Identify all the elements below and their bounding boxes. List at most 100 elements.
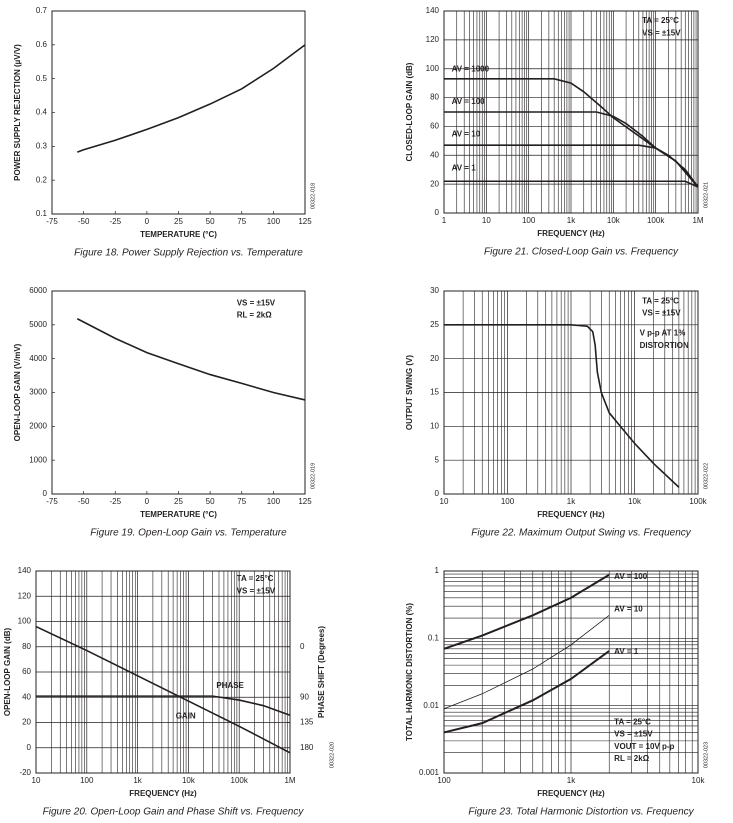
figure-caption: Figure 20. Open-Loop Gain and Phase Shif… (43, 807, 305, 818)
series-label: AV = 1000 (452, 65, 490, 74)
x-tick-label: 100 (437, 776, 451, 785)
figure-code: 00322-021 (703, 182, 709, 208)
y-tick-label: 40 (22, 692, 31, 701)
x-tick-label: 25 (174, 217, 183, 226)
y-tick-label: 0 (435, 489, 440, 498)
y-tick-label: 100 (426, 64, 440, 73)
series-label: AV = 100 (614, 572, 648, 581)
y-tick-label: 60 (22, 667, 31, 676)
y-tick-label: 60 (430, 122, 439, 131)
y-tick-label: 0.5 (36, 74, 48, 83)
y-axis-label: OPEN-LOOP GAIN (V/mV) (13, 343, 22, 441)
x-axis-label: TEMPERATURE (°C) (140, 230, 217, 239)
x-tick-label: 100k (647, 216, 665, 225)
x-tick-label: 100 (267, 217, 281, 226)
y2-tick-label: 180 (300, 743, 314, 752)
series-line (35, 625, 291, 754)
series-label: AV = 1 (614, 647, 639, 656)
y-tick-label: 0 (435, 208, 440, 217)
annotation: VS = ±15V (642, 28, 681, 37)
x-tick-label: 100k (231, 776, 249, 785)
plot-frame (35, 570, 291, 774)
x-tick-label: 25 (174, 497, 183, 506)
x-tick-label: -25 (109, 497, 121, 506)
figure-code: 00322-023 (703, 742, 709, 768)
y-tick-label: 120 (426, 35, 440, 44)
x-tick-label: 100k (689, 497, 707, 506)
x-tick-label: 50 (206, 497, 215, 506)
y-axis-label: POWER SUPPLY REJECTION (µV/V) (13, 44, 22, 181)
y-tick-label: 120 (18, 591, 32, 600)
series-line (443, 650, 610, 734)
figure-caption: Figure 18. Power Supply Rejection vs. Te… (74, 248, 303, 259)
y-axis-label: CLOSED-LOOP GAIN (dB) (405, 62, 414, 161)
x-tick-label: 1k (567, 216, 576, 225)
x-axis-label: FREQUENCY (Hz) (537, 229, 605, 238)
figure-code: 00322-020 (329, 742, 335, 768)
y-tick-label: 0.7 (36, 6, 48, 15)
x-axis-label: TEMPERATURE (°C) (140, 510, 217, 519)
x-tick-label: 0 (145, 217, 150, 226)
annotation: TA = 25°C (237, 574, 274, 583)
x-tick-label: 10k (692, 776, 706, 785)
series-line (36, 695, 291, 716)
x-tick-label: 1k (133, 776, 142, 785)
y-tick-label: 4000 (29, 354, 47, 363)
x-tick-label: 100 (267, 497, 281, 506)
figure-code: 00322-019 (310, 463, 316, 489)
y-axis-label: OUTPUT SWING (V) (405, 355, 414, 430)
y-axis-label: TOTAL HARMONIC DISTORTION (%) (405, 603, 414, 741)
y-tick-label: 0.01 (423, 701, 439, 710)
x-tick-label: 1k (567, 497, 576, 506)
annotation: VS = ±15V (614, 730, 653, 739)
x-tick-label: 1 (442, 216, 447, 225)
y2-axis-label: PHASE SHIFT (Degrees) (317, 626, 326, 718)
y-tick-label: 100 (18, 617, 32, 626)
x-axis-label: FREQUENCY (Hz) (129, 789, 197, 798)
y-tick-label: 5000 (29, 320, 47, 329)
y-tick-label: 0.001 (419, 768, 440, 777)
series-label: PHASE (216, 681, 244, 690)
annotation: TA = 25°C (642, 296, 679, 305)
x-tick-label: 10 (482, 216, 491, 225)
annotation: VS = ±15V (642, 308, 681, 317)
series-line (443, 614, 610, 710)
figure-caption: Figure 21. Closed-Loop Gain vs. Frequenc… (484, 247, 679, 258)
annotation: VS = ±15V (237, 298, 276, 307)
x-tick-label: 100 (80, 776, 94, 785)
y-tick-label: 0.1 (36, 209, 48, 218)
y-tick-label: 20 (22, 718, 31, 727)
series-line (76, 318, 306, 401)
series-label: AV = 1 (452, 164, 477, 173)
x-tick-label: -75 (46, 217, 58, 226)
x-tick-label: 1k (567, 776, 576, 785)
figure-code: 00322-022 (703, 463, 709, 489)
x-tick-label: 10 (32, 776, 41, 785)
y-tick-label: 20 (430, 354, 439, 363)
y2-tick-label: 90 (300, 692, 309, 701)
x-tick-label: -75 (46, 497, 58, 506)
figure-caption: Figure 19. Open-Loop Gain vs. Temperatur… (90, 528, 287, 539)
x-tick-label: 10k (607, 216, 621, 225)
y-tick-label: 0 (43, 489, 48, 498)
y-tick-label: 80 (22, 642, 31, 651)
y-tick-label: 2000 (29, 421, 47, 430)
y-tick-label: 25 (430, 320, 439, 329)
x-tick-label: 1M (284, 776, 295, 785)
series-line (444, 324, 680, 488)
annotation: TA = 25°C (642, 16, 679, 25)
y-tick-label: 140 (426, 6, 440, 15)
annotation: VOUT = 10V p-p (614, 742, 674, 751)
y-axis-label: OPEN-LOOP GAIN (dB) (3, 628, 12, 717)
y-tick-label: 0.4 (36, 108, 48, 117)
y-tick-label: 1000 (29, 455, 47, 464)
series-label: AV = 10 (614, 604, 643, 613)
x-tick-label: 10k (182, 776, 196, 785)
series-line (443, 573, 610, 650)
plot-frame (51, 10, 306, 215)
y-tick-label: 1 (435, 566, 440, 575)
y-tick-label: 30 (430, 286, 439, 295)
y-tick-label: 5 (435, 455, 440, 464)
y-tick-label: 140 (18, 566, 32, 575)
